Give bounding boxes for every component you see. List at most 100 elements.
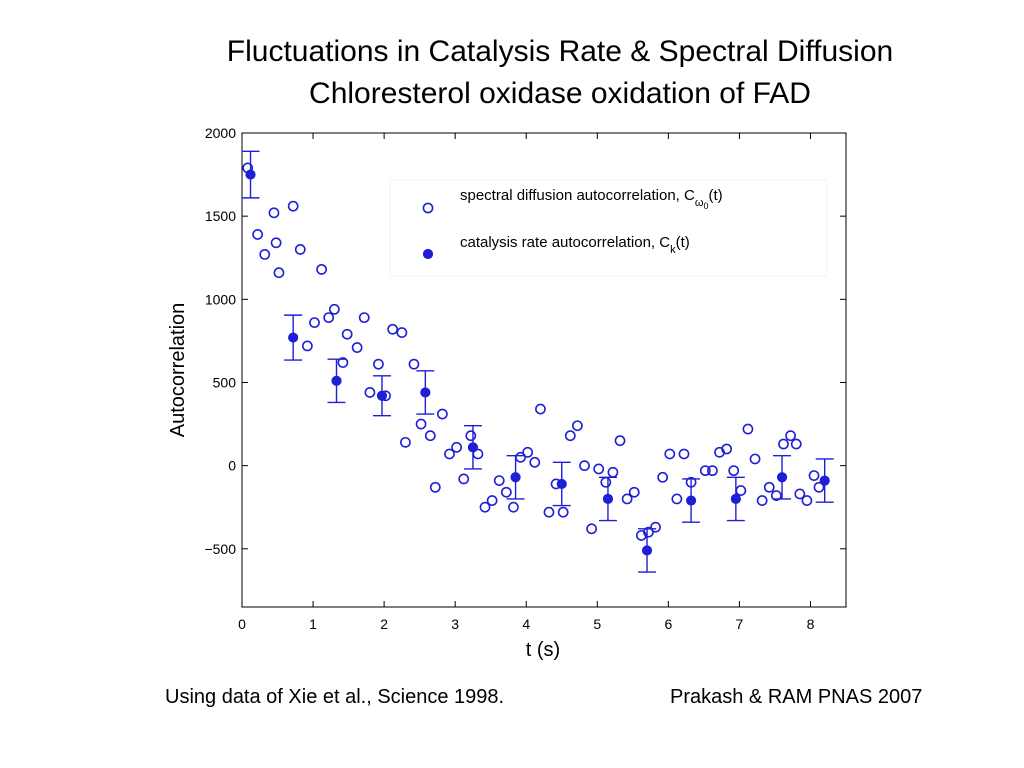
spectral-diffusion-point — [763, 481, 775, 493]
spectral-diffusion-point — [621, 493, 633, 505]
spectral-diffusion-point — [699, 465, 711, 477]
spectral-diffusion-point — [742, 423, 754, 435]
spectral-diffusion-point — [328, 303, 340, 315]
title-line-2: Chloresterol oxidase oxidation of FAD — [309, 77, 811, 110]
spectral-diffusion-point — [643, 526, 654, 538]
spectral-diffusion-point — [396, 327, 408, 338]
x-tick-label: 1 — [309, 616, 317, 632]
spectral-diffusion-point — [486, 495, 498, 506]
spectral-diffusion-point — [778, 438, 789, 450]
legend: spectral diffusion autocorrelation, Cω0(… — [389, 179, 828, 277]
spectral-diffusion-point — [794, 488, 806, 500]
spectral-diffusion-point — [756, 495, 768, 506]
spectral-diffusion-point — [309, 317, 320, 328]
spectral-diffusion-point — [579, 460, 590, 472]
spectral-diffusion-point — [735, 485, 747, 496]
spectral-diffusion-point — [451, 441, 462, 453]
spectral-diffusion-point — [373, 358, 384, 370]
spectral-diffusion-point — [571, 420, 583, 432]
catalysis-rate-point — [288, 332, 299, 343]
spectral-diffusion-point — [801, 495, 813, 506]
spectral-diffusion-point — [479, 501, 491, 513]
x-axis-label: t (s) — [526, 639, 560, 661]
footer-citation-left: Using data of Xie et al., Science 1998. — [165, 686, 505, 708]
spectral-diffusion-point — [364, 387, 376, 398]
spectral-diffusion-point — [444, 448, 455, 460]
spectral-diffusion-point — [607, 466, 619, 478]
catalysis-rate-point — [420, 387, 431, 398]
spectral-diffusion-point — [529, 456, 541, 468]
spectral-diffusion-point — [270, 237, 282, 249]
spectral-diffusion-point — [586, 523, 598, 535]
spectral-diffusion-point — [728, 465, 740, 477]
x-tick-labels: 0 1 2 3 4 5 6 7 8 — [238, 616, 814, 632]
y-tick-label: 1000 — [205, 291, 236, 307]
x-tick-label: 8 — [807, 616, 815, 632]
spectral-diffusion-point — [813, 481, 825, 493]
spectral-diffusion-point — [650, 521, 661, 533]
x-tick-label: 7 — [736, 616, 744, 632]
spectral-diffusion-point — [500, 486, 512, 498]
spectral-diffusion-point — [721, 443, 733, 455]
spectral-diffusion-point — [458, 473, 470, 485]
spectral-diffusion-point — [387, 323, 399, 335]
spectral-diffusion-point — [535, 403, 546, 415]
catalysis-rate-point — [730, 493, 741, 504]
catalysis-rate-point — [556, 478, 567, 490]
catalysis-rate-point — [245, 169, 256, 180]
spectral-diffusion-point — [664, 448, 676, 460]
spectral-diffusion-point — [657, 471, 669, 483]
spectral-diffusion-point — [252, 229, 264, 240]
x-tick-label: 6 — [664, 616, 672, 632]
spectral-diffusion-point — [522, 446, 534, 458]
spectral-diffusion-point — [465, 430, 477, 442]
spectral-diffusion-point — [600, 476, 612, 488]
y-tick-label: 0 — [228, 458, 236, 474]
x-tick-label: 5 — [593, 616, 601, 632]
spectral-diffusion-point — [400, 436, 411, 448]
spectral-diffusion-point — [770, 490, 782, 501]
spectral-diffusion-point — [323, 312, 335, 324]
y-tick-labels: −500 0 500 1000 1500 2000 — [204, 125, 236, 557]
spectral-diffusion-point — [564, 430, 576, 442]
spectral-diffusion-point — [273, 267, 285, 279]
spectral-diffusion-point — [351, 342, 363, 353]
spectral-diffusion-point — [337, 357, 349, 368]
y-tick-label: 1500 — [205, 208, 236, 224]
spectral-diffusion-point — [785, 430, 796, 442]
spectral-diffusion-point — [436, 408, 448, 420]
catalysis-rate-point — [602, 493, 614, 504]
y-tick-label: 500 — [213, 374, 237, 390]
y-tick-label: −500 — [204, 541, 236, 557]
catalysis-rate-point — [685, 495, 697, 506]
catalysis-rate-point — [510, 472, 521, 483]
spectral-diffusion-point — [593, 463, 605, 475]
spectral-diffusion-point — [424, 430, 436, 442]
spectral-diffusion-point — [671, 493, 683, 505]
spectral-diffusion-point — [294, 244, 306, 255]
spectral-diffusion-point — [415, 418, 427, 430]
spectral-diffusion-point — [678, 448, 690, 460]
x-tick-label: 4 — [522, 616, 530, 632]
spectral-diffusion-point — [628, 486, 640, 498]
spectral-diffusion-point — [493, 475, 505, 486]
plot-frame — [241, 132, 847, 608]
legend-box — [389, 179, 828, 277]
legend-marker-filled-circle — [422, 248, 434, 260]
spectral-diffusion-point — [408, 358, 420, 370]
catalysis-rate-point — [776, 472, 788, 483]
spectral-diffusion-point — [557, 506, 569, 518]
x-tick-label: 2 — [380, 616, 388, 632]
spectral-diffusion-series — [242, 162, 825, 541]
catalysis-rate-point — [819, 475, 830, 486]
catalysis-rate-point — [376, 390, 388, 401]
x-tick-label: 3 — [451, 616, 459, 632]
spectral-diffusion-point — [358, 312, 370, 324]
catalysis-rate-point — [331, 375, 342, 386]
legend-label-catalysis: catalysis rate autocorrelation, Ck(t) — [460, 234, 690, 256]
spectral-diffusion-point — [508, 501, 519, 513]
spectral-diffusion-point — [749, 453, 761, 465]
axis-ticks — [241, 132, 846, 607]
spectral-diffusion-point — [543, 506, 555, 518]
